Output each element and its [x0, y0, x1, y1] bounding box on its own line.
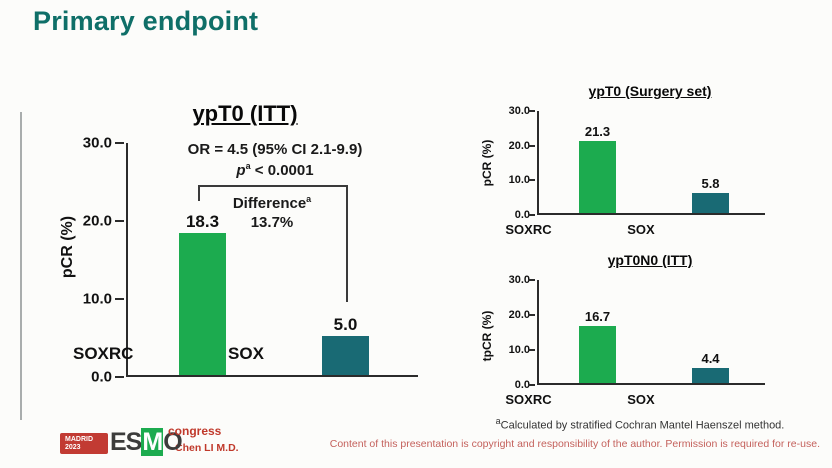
method-footnote: aCalculated by stratified Cochran Mantel…: [495, 416, 785, 432]
y-tick-label: 20.0: [82, 212, 112, 230]
y-tick-label: 0.0: [514, 209, 530, 221]
y-tick-mark: [115, 220, 124, 222]
copyright-notice: Content of this presentation is copyrigh…: [329, 438, 820, 450]
y-tick-label: 30.0: [508, 274, 530, 286]
footnote-superscript: a: [495, 416, 501, 426]
logo-year: 2023: [65, 444, 81, 452]
y-tick-mark: [528, 314, 535, 316]
y-tick-mark: [528, 349, 535, 351]
odds-ratio-annotation: OR = 4.5 (95% CI 2.1-9.9): [187, 141, 363, 158]
bar-sox: 5.8: [692, 176, 729, 213]
bar-soxrc: 21.3: [579, 124, 616, 213]
logo-venue: MADRID: [65, 436, 93, 443]
y-tick-label: 10.0: [82, 290, 112, 308]
chart-ypt0-itt: ypT0 (ITT) OR = 4.5 (95% CI 2.1-9.9) pa …: [30, 100, 470, 420]
y-tick-mark: [528, 110, 535, 112]
esmo-congress-logo: MADRID 2023 ESMO congress: [60, 424, 230, 458]
y-tick-mark: [115, 142, 124, 144]
x-category-soxrc: SOXRC: [505, 222, 552, 237]
plot-area: 18.3 5.0: [126, 143, 418, 377]
x-category-soxrc: SOXRC: [505, 392, 552, 407]
chart-ypt0-surgery-set: ypT0 (Surgery set) pCR (%) 30.0 20.0 10.…: [470, 75, 820, 247]
y-tick-label: 10.0: [508, 174, 530, 187]
left-edge-line: [20, 112, 22, 420]
bar-value-soxrc: 21.3: [584, 123, 611, 139]
y-axis-label: pCR (%): [480, 139, 494, 187]
bar-value-soxrc: 18.3: [185, 212, 220, 232]
bar-value-sox: 4.4: [701, 350, 720, 366]
esmo-green-m: M: [141, 428, 164, 456]
bracket-left-leg: [198, 187, 200, 201]
p-value-text: < 0.0001: [250, 162, 314, 179]
y-tick-label: 0.0: [91, 368, 112, 386]
chart-title: ypT0 (ITT): [192, 101, 298, 126]
y-tick-label: 30.0: [82, 134, 112, 152]
x-category-sox: SOX: [228, 344, 264, 363]
chart-title: ypT0N0 (ITT): [607, 252, 693, 268]
presenter-name: Chen LI M.D.: [175, 442, 239, 454]
y-tick-label: 10.0: [508, 344, 530, 356]
y-tick-label: 20.0: [508, 309, 530, 321]
bar-value-sox: 5.8: [701, 176, 720, 192]
y-tick-mark: [115, 376, 124, 378]
chart-title: ypT0 (Surgery set): [588, 83, 712, 99]
bar-soxrc: 16.7: [579, 309, 616, 383]
madrid-2023-badge: MADRID 2023: [60, 433, 108, 454]
bar-sox: 4.4: [692, 351, 729, 383]
y-tick-mark: [528, 384, 535, 386]
bar-sox: 5.0: [322, 315, 369, 375]
y-tick-mark: [528, 144, 535, 147]
chart-ypt0n0-itt: ypT0N0 (ITT) tpCR (%) 30.0 20.0 10.0 0.0…: [470, 248, 820, 420]
bar-soxrc: 18.3: [179, 212, 226, 375]
difference-bracket: Differencea 13.7%: [198, 185, 348, 302]
p-value-annotation: pa < 0.0001: [125, 161, 425, 179]
x-category-sox: SOX: [627, 222, 655, 237]
plot-area: 16.7 4.4: [537, 280, 765, 385]
plot-area: 21.3 5.8: [537, 111, 765, 215]
y-tick-label: 0.0: [514, 379, 530, 391]
y-axis-label: tpCR (%): [480, 310, 494, 362]
congress-label: congress: [168, 424, 222, 438]
y-tick-mark: [528, 179, 535, 182]
x-category-soxrc: SOXRC: [73, 344, 134, 363]
difference-value: 13.7%: [250, 214, 294, 231]
y-tick-mark: [528, 214, 535, 216]
x-category-sox: SOX: [627, 392, 655, 407]
page-title: Primary endpoint: [33, 6, 259, 36]
esmo-wordmark: ESMO: [110, 428, 183, 456]
p-superscript: a: [245, 161, 251, 171]
difference-superscript: a: [306, 194, 312, 204]
y-tick-mark: [528, 279, 535, 281]
y-tick-label: 30.0: [508, 105, 530, 117]
difference-label: Differencea: [232, 194, 312, 212]
bar-value-soxrc: 16.7: [584, 308, 611, 324]
y-tick-label: 20.0: [508, 139, 530, 152]
p-symbol: p: [236, 162, 246, 179]
y-tick-mark: [115, 298, 124, 300]
bar-value-sox: 5.0: [333, 315, 358, 335]
